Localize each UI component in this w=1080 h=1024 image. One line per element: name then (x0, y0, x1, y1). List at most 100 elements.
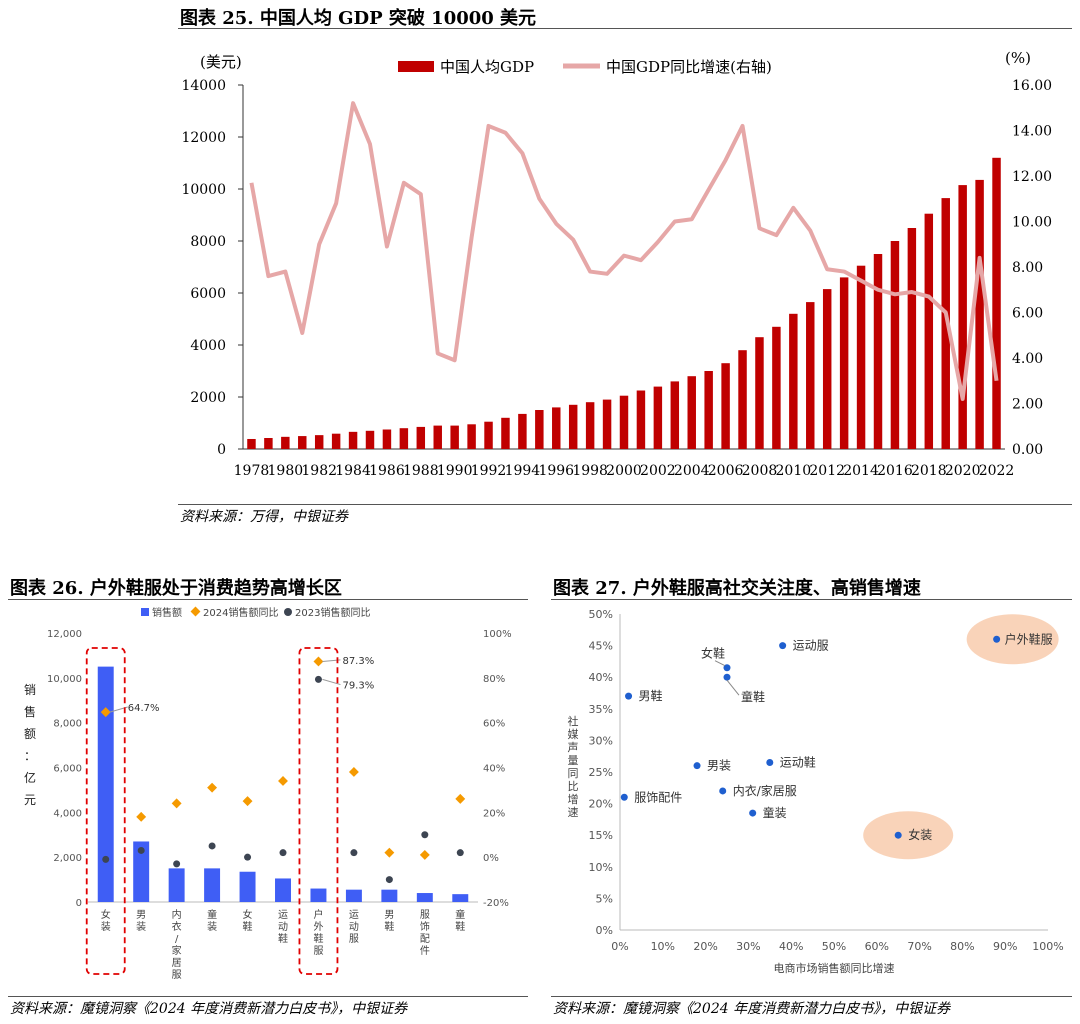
fig26-x-tick-char: 内 (172, 908, 182, 921)
fig26-y-right-tick: 0% (483, 853, 499, 864)
fig26-legend-2024-swatch (190, 606, 201, 617)
fig26-bar (239, 871, 256, 902)
fig25-x-tick: 1992 (471, 463, 507, 479)
fig26-x-tick-char: 配 (420, 933, 430, 945)
fig27-point (723, 664, 731, 672)
fig26-y-label-char: 额 (24, 727, 36, 741)
fig25-x-tick: 1982 (301, 463, 337, 479)
fig25-y-left-tick: 10000 (181, 182, 226, 198)
fig25-x-tick: 2022 (979, 463, 1015, 479)
fig26-y-label-char: 元 (24, 793, 36, 807)
fig27-y-tick: 15% (589, 829, 613, 842)
fig26-y-right-tick: 20% (483, 808, 505, 819)
fig27-point (625, 692, 633, 700)
fig25-bar (450, 425, 459, 449)
fig25-x-tick: 1978 (234, 463, 270, 479)
fig26-x-tick-char: 鞋 (384, 920, 394, 933)
fig26-2024-point (384, 847, 395, 858)
fig27-x-tick: 10% (651, 940, 675, 953)
fig25-bar (924, 213, 934, 449)
fig26-source: 资料来源：魔镜洞察《2024 年度消费新潜力白皮书》，中银证券 (10, 1001, 408, 1017)
fig26-y-label-char: 亿 (24, 770, 36, 785)
fig25-y-left-tick: 6000 (190, 286, 226, 302)
fig25-x-tick: 2018 (911, 463, 947, 479)
fig27-point-label: 服饰配件 (634, 790, 682, 804)
fig27-x-tick: 0% (611, 940, 628, 953)
fig27-y-label-char: 社 (568, 714, 579, 728)
fig27-x-tick: 90% (993, 940, 1017, 953)
fig26-y-right-tick: 60% (483, 719, 505, 730)
fig26-legend-sales-label: 销售额 (152, 606, 182, 619)
fig26-y-left-tick: 8,000 (53, 719, 82, 730)
fig25-bar (535, 410, 544, 449)
fig27-point-label: 女装 (908, 827, 932, 842)
fig27-y-label-char: 增 (568, 792, 579, 806)
fig25-y-left-tick: 4000 (190, 338, 226, 354)
fig27-y-label-char: 速 (568, 806, 579, 819)
fig26-y-left-tick: 0 (76, 898, 82, 909)
fig26-annot-2024: 87.3% (342, 656, 374, 667)
fig25-bar (704, 371, 713, 449)
fig26-bar (381, 889, 398, 902)
fig27-x-tick: 60% (865, 940, 889, 953)
fig26-y-left-tick: 4,000 (53, 808, 82, 819)
fig27-x-tick: 20% (693, 940, 717, 953)
fig26-bar (275, 878, 291, 902)
fig26-legend-2024-label: 2024销售额同比 (203, 606, 278, 619)
fig25-x-tick: 1994 (505, 463, 541, 479)
fig26-x-tick-char: 运 (349, 909, 359, 921)
fig26-x-tick-char: 女 (243, 908, 253, 921)
fig26-y-left-tick: 12,000 (47, 629, 82, 640)
fig26-2023-point (421, 831, 429, 839)
fig25-bar (992, 157, 1001, 450)
fig25-y-right-tick: 8.00 (1012, 260, 1043, 276)
fig25-y-left-tick: 8000 (190, 234, 226, 250)
fig26-y-left-tick: 6,000 (53, 764, 82, 775)
fig27-y-tick: 5% (596, 892, 613, 905)
fig25-x-tick: 2012 (809, 463, 845, 479)
fig25-bar (501, 417, 510, 449)
fig26-y-right-tick: 80% (483, 674, 505, 685)
fig26-2023-point (102, 855, 110, 863)
fig27-point (620, 793, 628, 801)
fig27-point-label: 户外鞋服 (1005, 631, 1053, 646)
fig25-bar (873, 254, 883, 449)
fig27-leader (726, 679, 740, 696)
fig25-title: 图表 25. 中国人均 GDP 突破 10000 美元 (180, 8, 537, 29)
fig26-bar (204, 868, 221, 902)
fig27-point (693, 762, 701, 770)
fig27-y-label-char: 量 (568, 754, 579, 767)
fig26-x-tick-char: 男 (136, 909, 146, 921)
fig25-y-right-tick: 2.00 (1012, 397, 1043, 413)
fig26-bar (452, 894, 469, 902)
fig26-x-tick-char: 服 (172, 969, 182, 981)
fig26-source-rule (8, 996, 528, 997)
fig26-y-right-tick: -20% (483, 898, 509, 909)
fig27-y-tick: 0% (596, 924, 613, 937)
fig27-y-tick: 40% (589, 671, 613, 684)
fig26-x-tick-char: 件 (420, 945, 430, 957)
fig26-bar (133, 841, 150, 902)
fig25-bar (568, 404, 578, 449)
fig27-y-tick: 50% (589, 608, 613, 621)
fig26-legend-2023-label: 2023销售额同比 (295, 606, 370, 619)
fig25-x-tick: 1980 (268, 463, 304, 479)
fig25-y-right-tick: 16.00 (1012, 78, 1052, 94)
fig25-x-tick: 1998 (572, 463, 608, 479)
fig25-bar (298, 436, 307, 449)
fig25-bar (822, 289, 832, 449)
fig26-x-tick-char: 家 (172, 944, 182, 957)
fig25-bar (670, 381, 680, 449)
fig25-bar (789, 313, 798, 449)
fig27-point (766, 759, 774, 767)
fig27-title: 图表 27. 户外鞋服高社交关注度、高销售增速 (553, 578, 921, 599)
fig25-x-tick: 1986 (369, 463, 405, 479)
fig25-growth-line (249, 101, 999, 401)
fig27-point-label: 运动服 (793, 639, 829, 653)
fig26-2023-point (456, 849, 464, 857)
fig25-x-tick: 1990 (437, 463, 473, 479)
fig25-x-tick: 2010 (776, 463, 812, 479)
fig27-y-tick: 10% (589, 861, 613, 874)
fig26-legend-2023-swatch (284, 608, 292, 616)
fig25-x-tick: 2002 (640, 463, 676, 479)
